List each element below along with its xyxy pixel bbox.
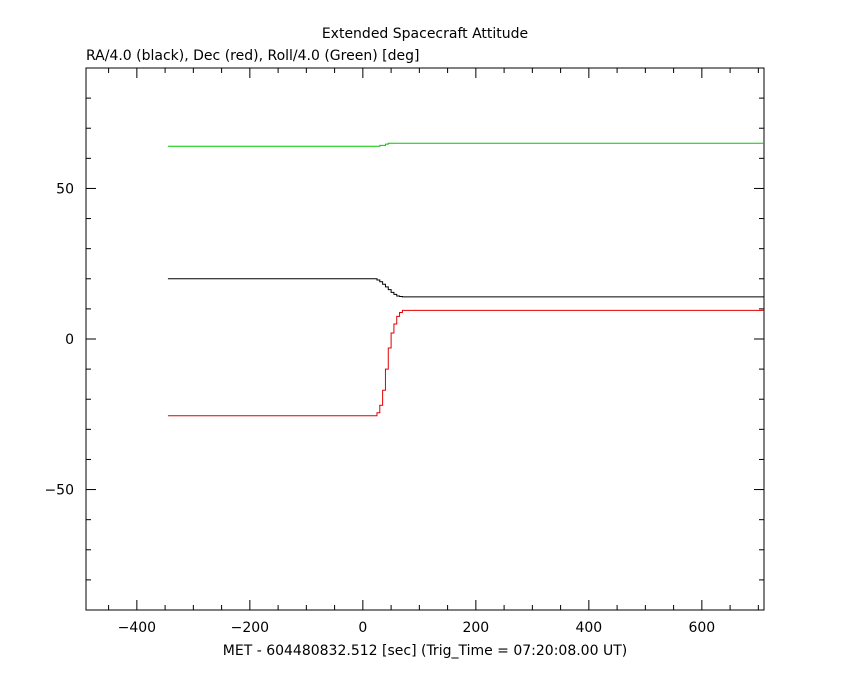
x-tick-label: 0 <box>358 620 367 636</box>
x-tick-label: −200 <box>231 620 269 636</box>
series-layer <box>167 142 764 417</box>
x-tick-label: 600 <box>688 620 715 636</box>
series-line-2 <box>167 142 764 147</box>
plot-frame <box>85 67 765 611</box>
x-tick-label: −400 <box>118 620 156 636</box>
y-tick-label: −50 <box>44 483 74 499</box>
chart-title: Extended Spacecraft Attitude <box>322 26 528 42</box>
y-tick-label: 0 <box>65 332 74 348</box>
x-axis-label: MET - 604480832.512 [sec] (Trig_Time = 0… <box>223 643 627 659</box>
x-tick-label: 400 <box>575 620 602 636</box>
chart-subtitle: RA/4.0 (black), Dec (red), Roll/4.0 (Gre… <box>86 48 419 64</box>
y-tick-label: 50 <box>56 181 74 197</box>
axis-ticks <box>86 68 764 610</box>
series-line-0 <box>167 278 764 298</box>
x-tick-label: 200 <box>462 620 489 636</box>
tick-labels: −400 −200 0 200 400 600 −50 0 50 <box>44 181 715 636</box>
series-line-1 <box>167 309 764 417</box>
